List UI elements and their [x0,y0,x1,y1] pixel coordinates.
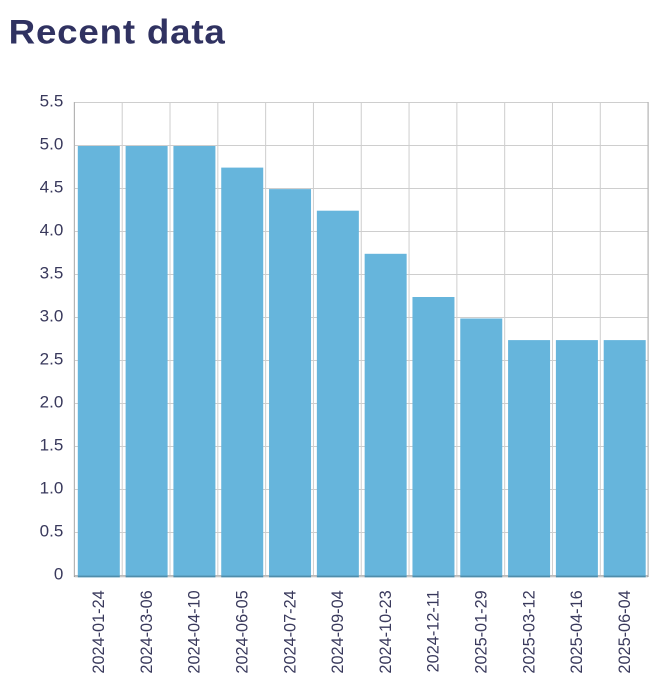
svg-text:3.5: 3.5 [40,264,64,283]
svg-text:3.0: 3.0 [40,307,64,326]
svg-text:1.5: 1.5 [40,436,64,455]
svg-text:2024-12-11: 2024-12-11 [425,590,443,672]
svg-text:1.0: 1.0 [40,479,64,498]
svg-text:2024-03-06: 2024-03-06 [138,590,156,673]
svg-text:0: 0 [54,565,63,584]
svg-text:5.5: 5.5 [40,92,64,111]
svg-text:2024-07-24: 2024-07-24 [281,590,299,673]
svg-text:2024-09-04: 2024-09-04 [329,590,347,673]
svg-text:2025-04-16: 2025-04-16 [568,590,586,673]
svg-text:0.5: 0.5 [40,522,64,541]
svg-text:2025-03-12: 2025-03-12 [520,590,538,673]
svg-text:2.0: 2.0 [40,393,64,412]
svg-text:2024-10-23: 2024-10-23 [377,590,395,673]
svg-text:Recent data: Recent data [9,13,226,52]
svg-text:2024-01-24: 2024-01-24 [90,590,108,673]
svg-text:5.0: 5.0 [40,135,64,154]
svg-text:4.5: 4.5 [40,178,64,197]
svg-text:2.5: 2.5 [40,350,64,369]
svg-text:4.0: 4.0 [40,221,64,240]
svg-text:2025-01-29: 2025-01-29 [472,590,490,673]
svg-text:2025-06-04: 2025-06-04 [616,590,634,673]
svg-text:2024-04-10: 2024-04-10 [186,590,204,673]
svg-text:2024-06-05: 2024-06-05 [233,590,251,673]
